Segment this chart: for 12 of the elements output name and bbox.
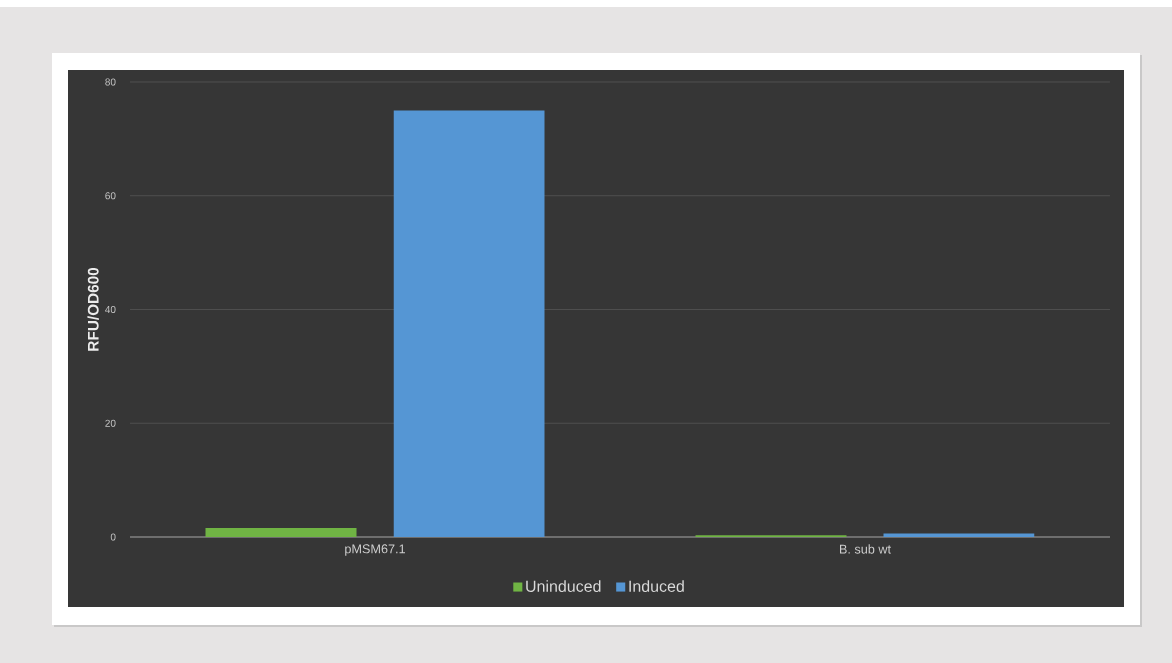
legend-label: Induced xyxy=(629,580,684,592)
y-axis-title: RFU/OD600 xyxy=(87,267,99,351)
legend-label: Uninduced xyxy=(526,580,601,592)
bar xyxy=(393,110,545,537)
y-tick-label: 80 xyxy=(105,78,116,86)
y-tick-label: 60 xyxy=(105,192,116,200)
y-tick-label: 40 xyxy=(105,305,116,314)
x-tick-label: pMSM67.1 xyxy=(345,544,405,556)
y-tick-label: 20 xyxy=(105,419,116,427)
x-tick-label: B. sub wt xyxy=(840,544,891,554)
y-tick-label: 0 xyxy=(110,533,116,541)
bar xyxy=(205,527,357,537)
